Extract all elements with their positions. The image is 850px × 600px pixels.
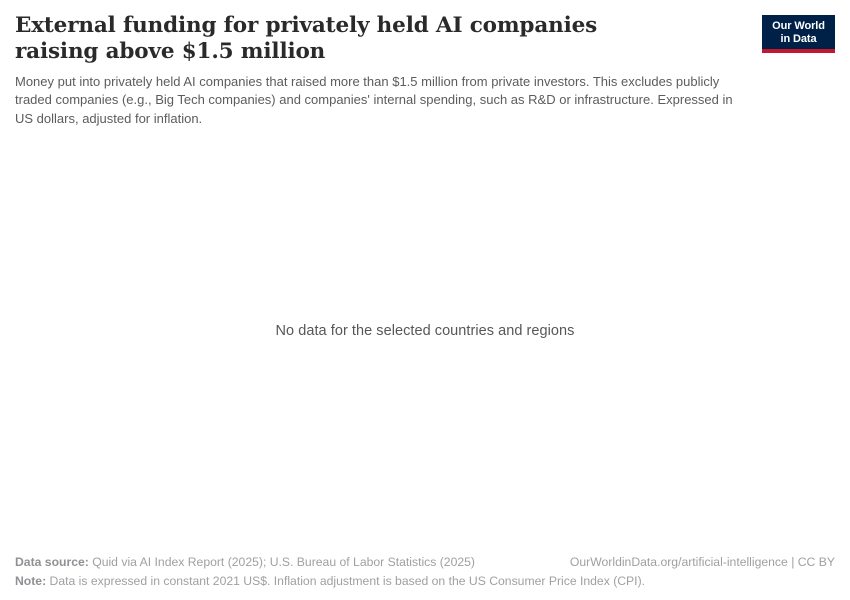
header-text-block: External funding for privately held AI c… [15, 13, 750, 128]
chart-footer: Data source: Quid via AI Index Report (2… [15, 553, 835, 600]
note-value: Data is expressed in constant 2021 US$. … [49, 574, 646, 589]
logo-line-1: Our World [772, 20, 825, 32]
data-source-value: Quid via AI Index Report (2025); U.S. Bu… [92, 554, 475, 569]
footer-note-row: Note: Data is expressed in constant 2021… [15, 572, 835, 591]
chart-plot-area: No data for the selected countries and r… [15, 128, 835, 553]
our-world-in-data-logo[interactable]: Our World in Data [762, 15, 835, 54]
chart-header: External funding for privately held AI c… [15, 0, 835, 128]
logo-line-2: in Data [780, 32, 817, 45]
note-label: Note: [15, 574, 47, 589]
data-source-label: Data source: [15, 554, 89, 569]
source-link[interactable]: OurWorldinData.org/artificial-intelligen… [569, 554, 835, 569]
no-data-message: No data for the selected countries and r… [275, 322, 575, 339]
data-source: Data source: Quid via AI Index Report (2… [15, 553, 475, 572]
chart-subtitle: Money put into privately held AI compani… [15, 74, 733, 126]
page-title: External funding for privately held AI c… [15, 13, 598, 64]
footer-source-row: Data source: Quid via AI Index Report (2… [15, 553, 835, 572]
